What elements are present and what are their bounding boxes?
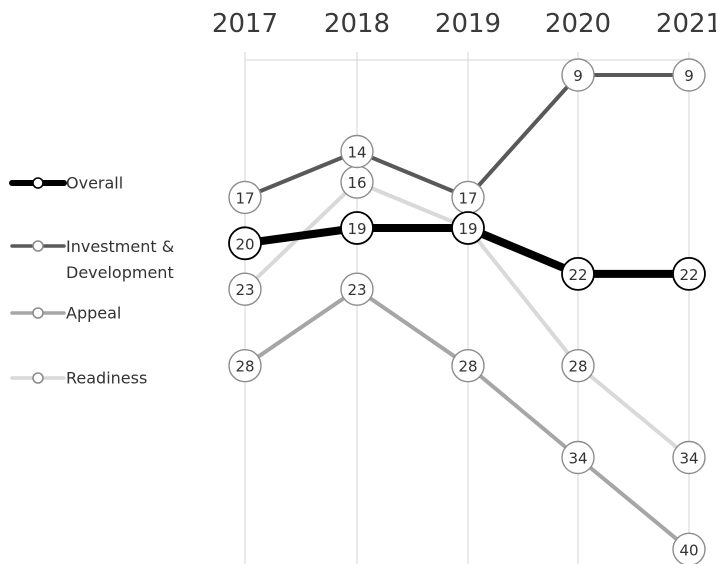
data-label-overall-2018: 19	[347, 220, 366, 238]
data-point-appeal-2017	[228, 349, 262, 383]
legend-item-readiness: Readiness	[10, 369, 147, 388]
data-markers: 23161928342823283440171417992019192222	[228, 58, 706, 564]
data-label-overall-2020: 22	[568, 266, 587, 284]
data-label-overall-2017: 20	[235, 235, 254, 253]
legend-swatch-marker-appeal	[32, 307, 44, 319]
data-point-readiness-2020	[561, 349, 595, 383]
data-point-appeal-2020	[561, 440, 595, 475]
data-point-appeal-2019	[451, 349, 485, 383]
data-label-investment-development-2020: 9	[573, 67, 583, 85]
data-label-readiness-2021: 34	[679, 450, 698, 468]
x-axis-labels: 2017 2018 2019 2020 2021	[212, 9, 716, 39]
x-tick-label-2017: 2017	[212, 9, 278, 39]
series-lines	[241, 73, 693, 552]
data-label-investment-development-2017: 17	[235, 189, 254, 207]
legend-item-appeal: Appeal	[10, 304, 121, 323]
legend-swatch-marker-readiness	[32, 372, 44, 384]
legend-label-appeal: Appeal	[66, 304, 121, 323]
data-point-investment-development-2020	[561, 58, 595, 92]
legend-label-readiness: Readiness	[66, 369, 147, 388]
legend-label-overall: Overall	[66, 174, 123, 193]
data-label-overall-2021: 22	[679, 266, 698, 284]
data-point-investment-development-2021	[672, 58, 706, 92]
data-label-appeal-2020: 34	[568, 450, 587, 468]
series-line-investment-development	[243, 73, 691, 200]
data-label-appeal-2021: 40	[679, 541, 698, 559]
data-label-readiness-2018: 16	[347, 174, 366, 192]
data-point-investment-development-2017	[228, 180, 262, 215]
data-label-overall-2019: 19	[458, 220, 477, 238]
data-point-overall-2020	[561, 256, 595, 291]
data-point-readiness-2021	[672, 440, 706, 475]
data-point-appeal-2018	[340, 272, 374, 306]
data-label-readiness-2017: 23	[235, 281, 254, 299]
x-tick-label-2019: 2019	[435, 9, 501, 39]
data-point-appeal-2021	[672, 532, 706, 564]
data-label-readiness-2020: 28	[568, 358, 587, 376]
data-label-investment-development-2021: 9	[684, 67, 694, 85]
data-label-investment-development-2018: 14	[347, 144, 366, 162]
data-point-overall-2018	[340, 211, 374, 245]
x-tick-label-2021: 2021	[656, 9, 716, 39]
data-label-investment-development-2019: 17	[458, 189, 477, 207]
legend-item-overall: Overall	[9, 174, 123, 193]
data-point-readiness-2017	[228, 272, 262, 306]
gridlines	[244, 52, 690, 564]
data-point-overall-2017	[228, 226, 262, 261]
data-point-overall-2019	[451, 211, 485, 245]
data-point-overall-2021	[672, 256, 706, 291]
x-tick-label-2018: 2018	[324, 9, 390, 39]
legend: Overall Investment & Development Appeal Read…	[9, 174, 174, 388]
x-tick-label-2020: 2020	[545, 9, 611, 39]
data-label-appeal-2018: 23	[347, 281, 366, 299]
series-line-appeal	[243, 287, 691, 552]
legend-swatch-marker-overall	[32, 177, 44, 189]
legend-label-investment-development: Investment & Development	[66, 237, 174, 282]
legend-item-investment-development: Investment & Development	[10, 237, 174, 282]
legend-swatch-marker-investment-development	[32, 240, 44, 252]
data-label-appeal-2017: 28	[235, 358, 254, 376]
data-point-investment-development-2018	[340, 134, 374, 169]
data-label-appeal-2019: 28	[458, 358, 477, 376]
